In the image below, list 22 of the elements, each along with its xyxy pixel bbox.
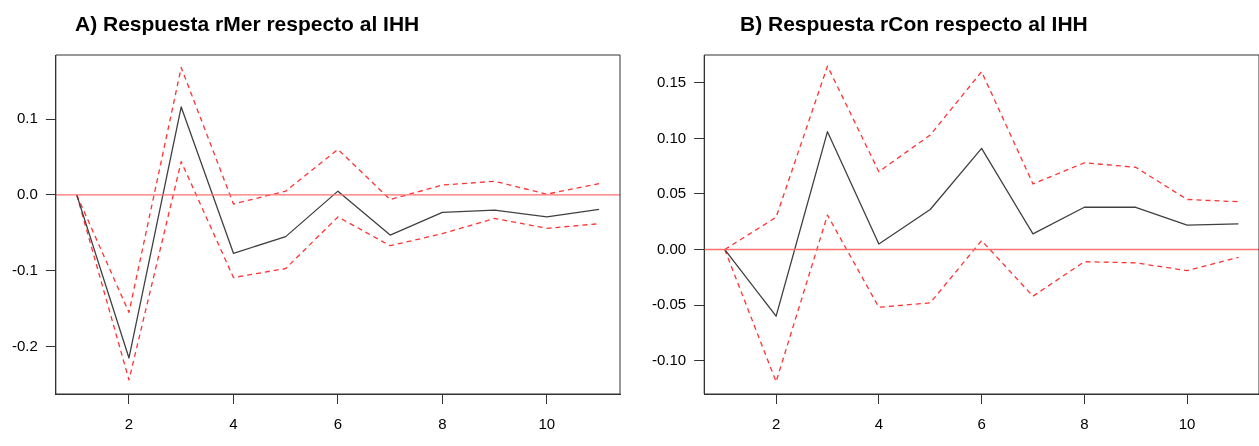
y-tick-label: -0.2 — [11, 336, 38, 354]
chart-title: B) Respuesta rCon respecto al IHH — [740, 12, 1088, 36]
x-tick-label: 4 — [229, 415, 238, 433]
x-tick-label: 2 — [771, 415, 781, 433]
x-tick-label: 4 — [874, 415, 884, 433]
x-tick-label: 6 — [977, 415, 986, 433]
x-tick-label: 10 — [1178, 415, 1196, 433]
y-tick-label: 0.10 — [656, 128, 687, 146]
y-tick-label: 0.0 — [16, 185, 38, 203]
y-tick-label: 0.1 — [16, 109, 38, 127]
chart-title: A) Respuesta rMer respecto al IHH — [75, 12, 420, 36]
x-tick-label: 2 — [124, 415, 134, 433]
y-tick-label: -0.05 — [651, 295, 687, 313]
x-tick-label: 8 — [438, 415, 447, 433]
y-tick-label: 0.15 — [656, 72, 687, 90]
x-tick-label: 10 — [538, 415, 556, 433]
x-tick-label: 8 — [1080, 415, 1089, 433]
y-tick-label: 0.00 — [656, 239, 687, 257]
y-tick-label: -0.1 — [11, 260, 38, 278]
y-tick-label: 0.05 — [656, 184, 687, 202]
x-tick-label: 6 — [333, 415, 343, 433]
y-tick-label: -0.10 — [651, 350, 687, 368]
